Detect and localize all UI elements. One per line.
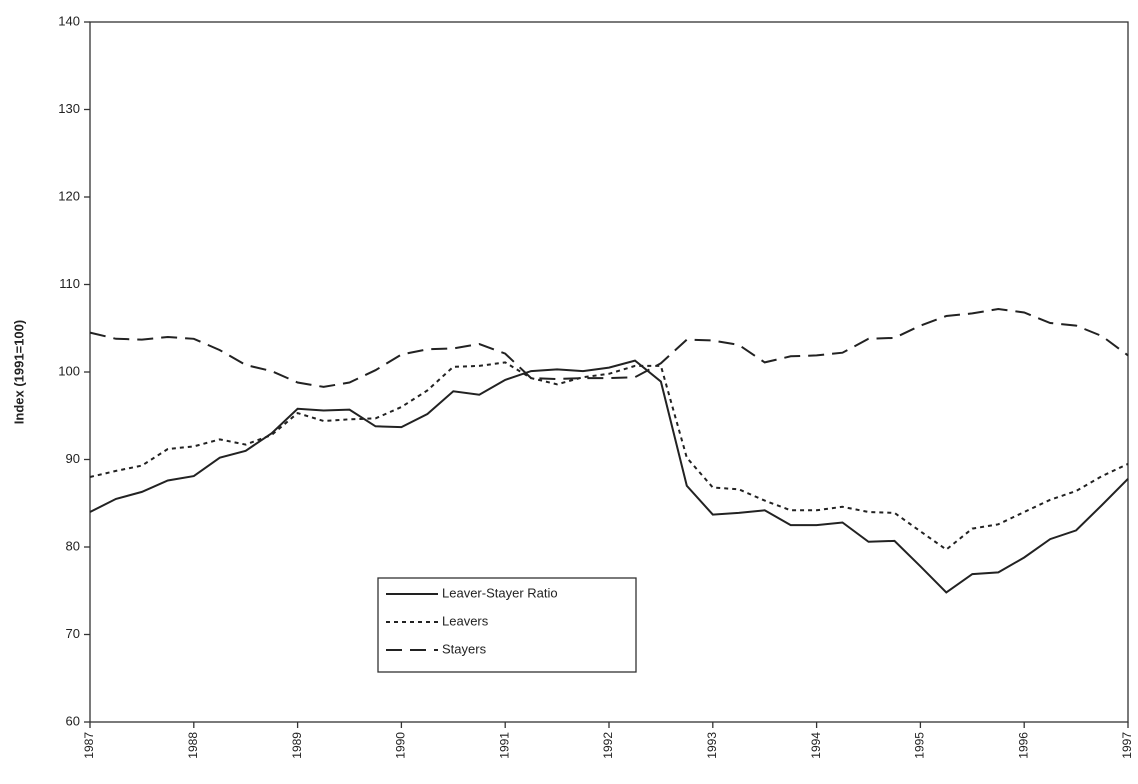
y-tick-label: 130 [58, 101, 80, 116]
x-tick-label: 1990 [394, 732, 408, 759]
y-tick-label: 70 [66, 626, 80, 641]
series-line [89, 361, 1129, 551]
y-tick-label: 100 [58, 363, 80, 378]
series-line [89, 359, 1129, 594]
x-tick-label: 1992 [601, 732, 615, 759]
y-tick-label: 80 [66, 538, 80, 553]
y-tick-label: 120 [58, 188, 80, 203]
series-line [89, 307, 1129, 388]
x-tick-label: 1996 [1016, 732, 1030, 759]
y-tick-label: 110 [59, 276, 80, 291]
legend-label: Stayers [442, 641, 487, 656]
legend-label: Leaver-Stayer Ratio [442, 585, 558, 600]
x-tick-label: 1993 [705, 732, 719, 759]
y-axis-label: Index (1991=100) [11, 320, 26, 424]
x-tick-label: 1991 [497, 732, 511, 759]
x-tick-label: 1987 [82, 732, 96, 759]
x-tick-label: 1989 [290, 732, 304, 759]
legend-label: Leavers [442, 613, 489, 628]
x-tick-label: 1988 [186, 732, 200, 759]
y-tick-label: 140 [58, 13, 80, 28]
x-tick-label: 1995 [913, 732, 927, 759]
x-tick-label: 1997 [1120, 732, 1134, 759]
x-tick-label: 1994 [809, 732, 823, 759]
y-tick-label: 60 [66, 713, 80, 728]
y-tick-label: 90 [66, 451, 80, 466]
